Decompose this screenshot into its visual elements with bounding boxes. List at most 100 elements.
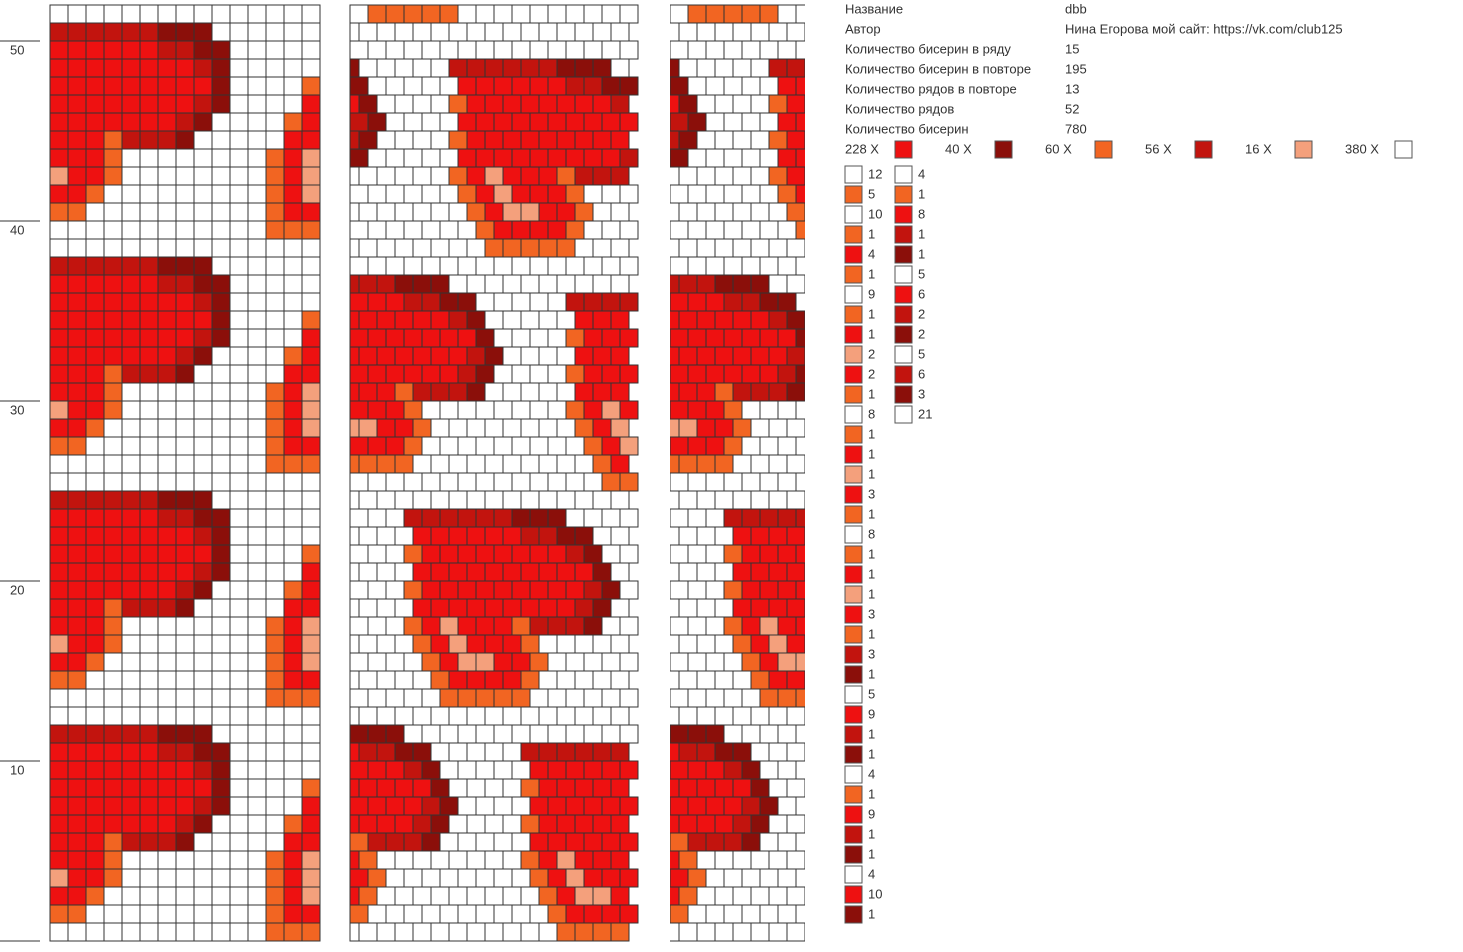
bead	[931, 203, 949, 221]
bead	[786, 778, 805, 798]
bead	[385, 652, 405, 672]
bead	[421, 508, 441, 528]
bead	[547, 724, 567, 744]
bead	[741, 616, 761, 636]
bead	[376, 382, 396, 402]
bead	[349, 796, 369, 816]
bead	[913, 851, 931, 869]
bead	[795, 616, 805, 636]
bead	[804, 706, 805, 726]
bead	[529, 436, 549, 456]
bead	[265, 796, 285, 816]
bead	[301, 796, 321, 816]
bead	[940, 653, 958, 671]
bead	[877, 635, 895, 653]
bead	[139, 382, 159, 402]
bead	[139, 634, 159, 654]
bead	[103, 760, 123, 780]
bead	[547, 796, 567, 816]
bead	[49, 112, 69, 132]
bead	[121, 850, 141, 870]
bead	[475, 112, 495, 132]
bead	[804, 598, 805, 618]
bead	[376, 22, 396, 42]
bead	[376, 166, 396, 186]
bead	[358, 418, 378, 438]
bead	[696, 886, 716, 906]
bead	[157, 274, 177, 294]
row-label: 10	[10, 762, 24, 777]
bead	[696, 706, 716, 726]
bead	[670, 832, 689, 852]
bead	[823, 815, 841, 833]
bead	[511, 796, 531, 816]
bead	[67, 256, 87, 276]
bead	[193, 382, 213, 402]
sequence-count: 1	[868, 466, 875, 481]
bead	[877, 779, 895, 797]
bead	[211, 346, 231, 366]
bead	[493, 868, 513, 888]
bead	[229, 832, 249, 852]
bead	[670, 598, 680, 618]
bead	[385, 904, 405, 924]
bead	[103, 130, 123, 150]
bead	[732, 418, 752, 438]
bead	[687, 4, 707, 24]
bead	[385, 616, 405, 636]
bead	[732, 778, 752, 798]
bead	[583, 580, 603, 600]
bead	[193, 22, 213, 42]
bead	[394, 274, 414, 294]
bead	[814, 185, 832, 203]
bead	[412, 598, 432, 618]
bead	[175, 220, 195, 240]
bead	[301, 652, 321, 672]
bead	[367, 148, 387, 168]
bead	[301, 112, 321, 132]
sequence-swatch	[844, 565, 863, 584]
bead	[538, 238, 558, 258]
sequence-swatch	[844, 345, 863, 364]
bead	[229, 130, 249, 150]
bead	[678, 706, 698, 726]
bead	[583, 688, 603, 708]
bead	[430, 850, 450, 870]
bead	[922, 5, 940, 23]
bead	[67, 886, 87, 906]
bead	[157, 616, 177, 636]
bead	[367, 760, 387, 780]
bead	[229, 148, 249, 168]
bead	[247, 832, 267, 852]
bead	[211, 886, 231, 906]
bead	[265, 382, 285, 402]
bead	[538, 454, 558, 474]
bead	[193, 652, 213, 672]
bead	[520, 238, 540, 258]
bead	[556, 382, 576, 402]
bead	[493, 652, 513, 672]
bead	[367, 616, 387, 636]
bead	[750, 634, 770, 654]
bead	[511, 76, 531, 96]
bead	[732, 202, 752, 222]
bead	[670, 760, 689, 780]
bead	[175, 58, 195, 78]
bead	[511, 4, 531, 24]
bead	[211, 472, 231, 492]
bead	[193, 490, 213, 510]
bead	[349, 220, 369, 240]
bead	[103, 220, 123, 240]
bead	[670, 706, 680, 726]
bead	[265, 22, 285, 42]
bead	[750, 670, 770, 690]
bead	[714, 706, 734, 726]
bead	[385, 112, 405, 132]
bead	[786, 562, 805, 582]
bead	[439, 508, 459, 528]
bead	[705, 580, 725, 600]
bead	[696, 346, 716, 366]
bead	[85, 580, 105, 600]
bead	[448, 130, 468, 150]
bead	[394, 634, 414, 654]
